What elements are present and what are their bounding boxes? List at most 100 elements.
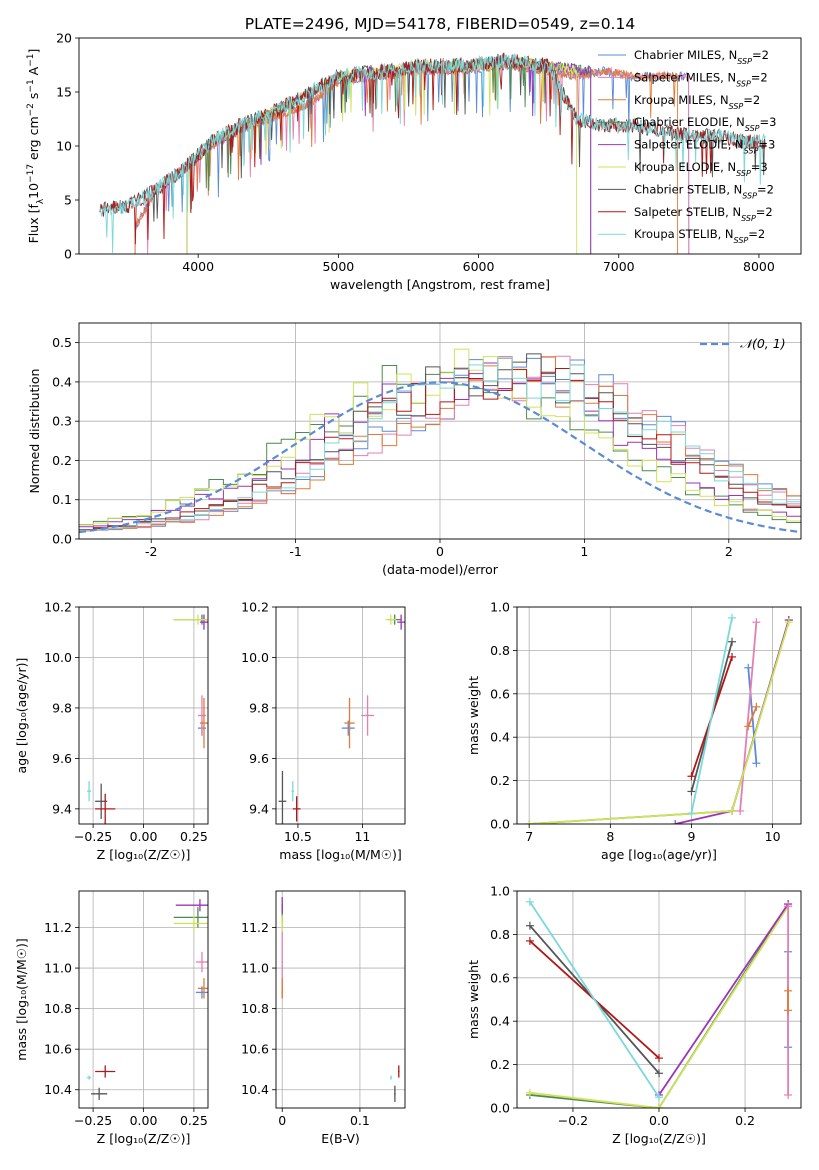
- y-tick-label: 0.2: [490, 1057, 510, 1072]
- axes-weight-age: 7 8 9 10 0.0 0.2 0.4 0.6 0.8 1.0 age [log₁₀(age/yr…: [466, 600, 802, 862]
- legend-text: Kroupa STELIB, N: [634, 227, 734, 241]
- legend-text: Chabrier MILES, N: [634, 48, 737, 62]
- spectrum-line: [134, 61, 690, 254]
- x-tick-label: 0.2: [735, 1113, 755, 1128]
- y-axis-label-part: 10: [26, 183, 41, 199]
- x-tick-label: 10.5: [284, 829, 312, 844]
- plot-area: [278, 614, 405, 824]
- data-point: [344, 697, 355, 749]
- y-tick-label: 10.0: [44, 650, 72, 665]
- x-tick-label: 8000: [743, 259, 775, 274]
- plus-marker: [525, 936, 534, 945]
- x-tick-label: 7: [525, 829, 533, 844]
- axes-age-Z: −0.25 0.00 0.25 9.4 9.6 9.8 10.0 10.2 Z [log₁₀(Z…: [14, 600, 209, 862]
- legend-suffix: =3: [751, 160, 768, 174]
- y-tick-label: 0.2: [490, 773, 510, 788]
- plus-marker: [728, 806, 737, 815]
- y-tick-label: 0.2: [52, 453, 72, 468]
- plus-marker: [525, 820, 534, 824]
- y-tick-label: 11.2: [44, 920, 72, 935]
- y-tick-label: 0.4: [52, 374, 72, 389]
- legend-text: Chabrier STELIB, N: [634, 182, 742, 196]
- data-point: [394, 1085, 396, 1102]
- legend-subscript: SSP: [729, 101, 744, 110]
- legend-subscript: SSP: [745, 124, 760, 133]
- y-axis-label: age [log₁₀(age/yr)]: [14, 658, 29, 774]
- data-point: [87, 781, 92, 802]
- x-tick-label: 2: [725, 544, 733, 559]
- grid: [276, 891, 405, 1108]
- plus-marker: [655, 1069, 663, 1078]
- plus-marker: [784, 902, 793, 911]
- y-tick-label: 11.0: [44, 961, 72, 976]
- histogram-step: [79, 367, 801, 531]
- y-tick-label: 10: [56, 139, 72, 154]
- data-point: [281, 897, 283, 914]
- x-tick-label: 10: [765, 829, 781, 844]
- axes-frame: [78, 37, 802, 255]
- y-tick-label: 0: [64, 247, 72, 262]
- legend-text: Salpeter MILES, N: [634, 70, 736, 84]
- y-axis-label-part: ]: [26, 49, 41, 54]
- legend-subscript: SSP: [736, 169, 751, 178]
- y-tick-label: 0.0: [490, 817, 510, 832]
- plus-marker: [525, 921, 534, 930]
- y-tick-label: 0.3: [52, 414, 72, 429]
- y-axis-label-part: Flux [f: [26, 204, 41, 244]
- y-tick-label: 20: [56, 31, 72, 46]
- axes-residuals: -2 -1 0 1 2 0.0 0.1 0.2 0.3 0.4 0.5 (data-model)/er…: [27, 322, 802, 577]
- plus-marker: [728, 613, 737, 622]
- plot-area: [99, 52, 766, 254]
- axes-frame: [275, 890, 406, 1109]
- grid: [79, 323, 801, 540]
- y-tick-label: 0.0: [490, 1101, 510, 1116]
- legend-text: Salpeter ELODIE, N: [634, 138, 744, 152]
- y-tick-label: 10.8: [241, 1001, 269, 1016]
- y-tick-label: 10.4: [44, 1082, 72, 1097]
- legend-suffix: =2: [756, 205, 773, 219]
- y-tick-label: 10.4: [241, 1082, 269, 1097]
- y-tick-label: 0.0: [52, 532, 72, 547]
- data-point: [199, 614, 208, 630]
- y-tick-label: 0.4: [490, 730, 510, 745]
- plot-area: [87, 614, 208, 824]
- plus-marker: [752, 702, 761, 711]
- legend-subscript: SSP: [744, 146, 759, 155]
- x-tick-label: 7000: [603, 259, 635, 274]
- legend-suffix: =3: [760, 115, 777, 129]
- x-tick-label: 0.25: [180, 829, 208, 844]
- y-axis-label-part: −2: [26, 103, 36, 116]
- x-tick-label: −0.25: [74, 1113, 112, 1128]
- axes-weight-Z: −0.2 0.0 0.2 0.0 0.2 0.4 0.6 0.8 1.0 Z [log₁₀(Z/Z…: [466, 884, 802, 1146]
- spectrum-line: [99, 52, 766, 254]
- legend-suffix: =2: [757, 182, 774, 196]
- y-axis-label: mass weight: [466, 960, 481, 1039]
- axes-frame: [516, 890, 802, 1109]
- plot-area: [525, 613, 793, 824]
- legend-entry: Chabrier MILES, NSSP=2: [634, 48, 769, 66]
- x-axis-label: Z [log₁₀(Z/Z☉)]: [97, 1131, 191, 1146]
- data-point: [292, 796, 301, 822]
- series-line: [747, 706, 758, 727]
- data-point: [397, 614, 405, 630]
- grid: [517, 606, 801, 825]
- plus-marker: [687, 772, 696, 781]
- axes-frame: [275, 606, 406, 825]
- x-tick-label: 5000: [322, 259, 354, 274]
- legend-entry: Chabrier STELIB, NSSP=2: [634, 182, 774, 200]
- plus-marker: [687, 809, 696, 818]
- plus-marker: [744, 722, 753, 731]
- y-tick-label: 9.6: [249, 751, 269, 766]
- data-point: [197, 978, 208, 999]
- plus-marker: [784, 1090, 793, 1099]
- y-axis-label-part: λ: [36, 198, 46, 204]
- plus-marker: [736, 806, 745, 815]
- data-point: [278, 771, 287, 824]
- x-tick-label: 0.00: [130, 829, 158, 844]
- plus-marker: [784, 1006, 793, 1015]
- y-tick-label: 9.8: [249, 700, 269, 715]
- data-point: [175, 899, 208, 912]
- grid: [79, 891, 208, 1108]
